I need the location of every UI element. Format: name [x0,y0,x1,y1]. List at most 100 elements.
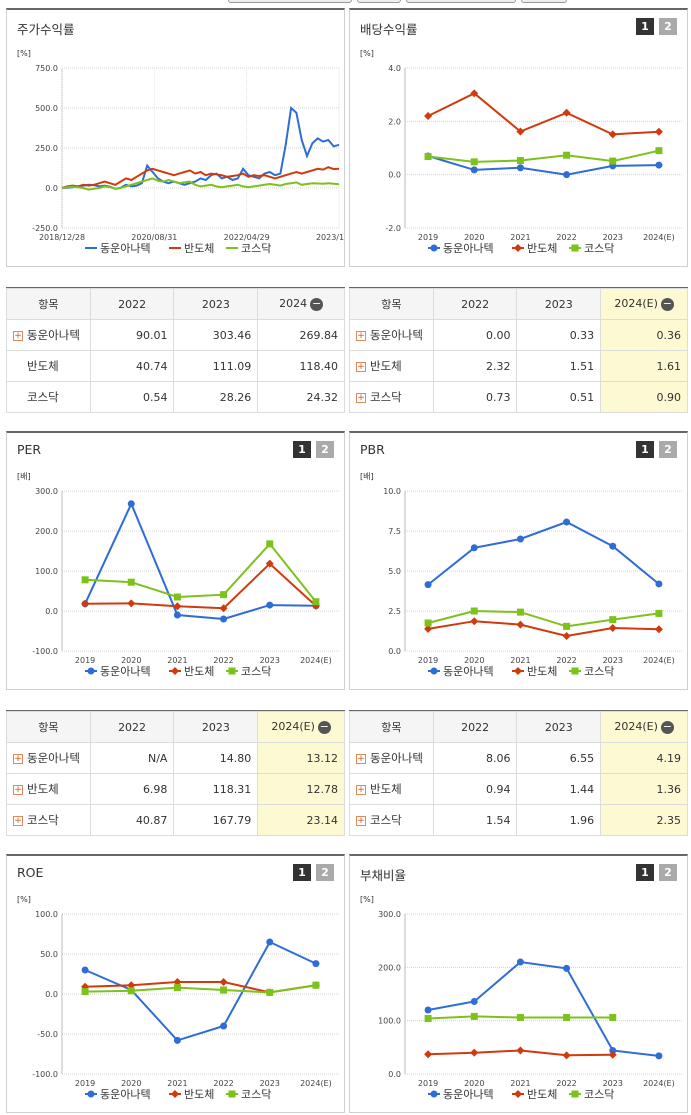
table-cell: 90.01 [89,319,175,351]
data-point [266,938,274,946]
data-point [424,1050,433,1059]
top-tab[interactable] [228,0,352,3]
table-cell: 0.51 [516,381,602,413]
x-tick-label: 2023 [603,1079,623,1088]
data-point [516,608,524,616]
data-point [609,157,617,165]
legend-label: 동운아나텍 [100,665,151,678]
expand-icon[interactable]: + [356,784,366,795]
panel-title: 주가수익률 [17,22,75,37]
series-line-2 [61,177,340,191]
expand-icon[interactable]: + [13,753,23,764]
data-point [424,581,432,589]
data-point [609,1013,617,1021]
collapse-icon[interactable]: − [317,719,331,734]
view-button-1[interactable]: 1 [293,441,311,458]
view-button-1[interactable]: 1 [636,864,654,881]
y-tick-label: 0.0 [388,647,401,656]
table-cell: 1.44 [516,773,602,805]
legend-marker [571,1090,579,1098]
view-button-2[interactable]: 2 [316,864,334,881]
row-label: 반도체 [27,782,59,796]
view-button-2[interactable]: 2 [659,18,677,35]
view-button-1[interactable]: 1 [636,441,654,458]
data-point [470,166,478,174]
y-tick-label: 0.0 [388,1070,401,1079]
table-cell: 0.33 [516,319,602,351]
data-point [563,518,571,526]
expand-icon[interactable]: + [356,392,366,403]
expand-icon[interactable]: + [356,330,366,341]
legend-label: 동운아나텍 [100,242,151,255]
data-point [655,147,663,155]
x-tick-label: 2021 [510,656,530,665]
expand-icon[interactable]: + [13,815,23,826]
data-point [219,978,228,986]
row-label: 코스닥 [370,390,402,404]
unit-label: [%] [17,895,31,904]
expand-icon[interactable]: + [13,784,23,795]
expand-icon[interactable]: + [356,815,366,826]
expand-icon[interactable]: + [356,753,366,764]
x-tick-label: 2023 [260,656,280,665]
view-button-2[interactable]: 2 [316,441,334,458]
data-point [516,1046,525,1055]
y-tick-label: 0.0 [45,184,58,193]
data-point [81,599,90,608]
table-row: + 동운아나텍 N/A 14.80 13.12 [6,742,345,774]
table-cell: 0.36 [600,319,688,351]
top-tab[interactable] [357,0,401,3]
x-tick-label: 2022 [556,1079,576,1088]
table-cell: 6.55 [516,742,602,774]
legend-label: 코스닥 [241,242,271,255]
row-label: 동운아나텍 [27,328,80,342]
expand-icon[interactable]: + [13,330,23,341]
top-tab[interactable] [521,0,567,3]
view-button-1[interactable]: 1 [636,18,654,35]
legend-label: 반도체 [184,665,214,678]
view-button-2[interactable]: 2 [659,441,677,458]
x-tick-label: 2020 [464,1079,484,1088]
legend-marker [430,667,438,675]
top-tab-strip [0,0,691,6]
per-panel: PER 1 2 [배] 300.0 200.0 100.0 0.0 -100.0 2019 2020… [6,431,345,690]
table-cell: N/A [89,742,175,774]
view-button-1[interactable]: 1 [293,864,311,881]
row-label: 반도체 [27,359,59,373]
per-chart: [배] 300.0 200.0 100.0 0.0 -100.0 2019 2020 2021 2… [17,472,339,678]
unit-label: [배] [360,472,374,481]
data-point [173,611,181,619]
row-label: 반도체 [370,359,402,373]
collapse-icon[interactable]: − [310,296,324,311]
data-point [127,500,135,508]
table-cell: 118.31 [173,773,259,805]
y-tick-label: 4.0 [388,64,401,73]
data-point [81,966,89,974]
data-point [563,622,571,630]
column-header: 2022 [461,297,490,311]
collapse-icon[interactable]: − [660,296,674,311]
table-row: 반도체 40.74 111.09 118.40 [6,350,345,382]
table-row: + 반도체 6.98 118.31 12.78 [6,773,345,805]
expand-icon[interactable]: + [356,361,366,372]
column-header: 항목 [381,721,402,734]
x-tick-label: 2022 [556,656,576,665]
view-button-2[interactable]: 2 [659,864,677,881]
column-header: 2024(E) [614,720,658,734]
legend-label: 코스닥 [584,665,614,678]
data-point [424,624,433,633]
top-tab[interactable] [406,0,516,3]
x-tick-label: 2019 [75,656,95,665]
table-cell: 269.84 [257,319,345,351]
x-tick-label: 2023 [603,233,623,242]
x-tick-label: 2024(E) [643,233,675,242]
legend-label: 코스닥 [584,1088,614,1101]
table-cell: 4.19 [600,742,688,774]
x-tick-label: 2024(E) [300,656,332,665]
collapse-icon[interactable]: − [660,719,674,734]
y-tick-label: 250.0 [35,144,58,153]
data-point [516,620,525,629]
column-header: 2023 [201,720,230,734]
